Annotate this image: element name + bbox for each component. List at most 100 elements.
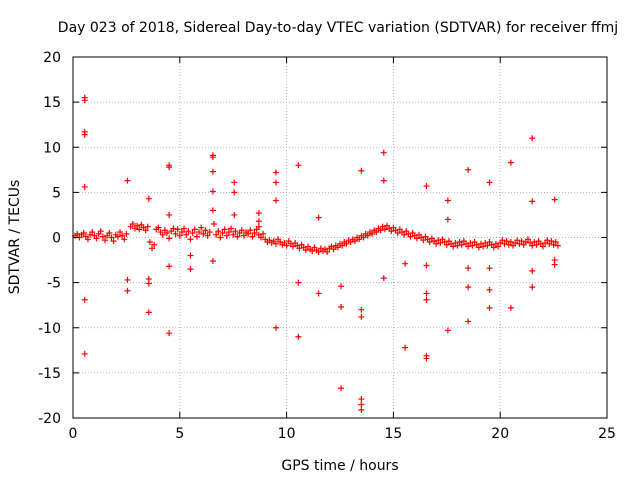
data-point-marker	[465, 318, 472, 325]
data-point-marker	[187, 236, 194, 243]
data-point-marker	[369, 230, 376, 237]
y-tick-label: -15	[38, 366, 61, 382]
data-point-marker	[554, 242, 561, 249]
data-point-marker	[465, 243, 472, 250]
data-point-marker	[450, 243, 457, 250]
data-point-marker	[272, 169, 279, 176]
data-point-marker	[423, 355, 430, 362]
data-point-marker	[238, 227, 245, 234]
data-point-marker	[495, 243, 502, 250]
data-point-marker	[221, 226, 228, 233]
data-point-marker	[217, 234, 224, 241]
data-point-marker	[272, 240, 279, 247]
data-point-marker	[81, 296, 88, 303]
data-point-marker	[231, 189, 238, 196]
x-tick-label: 15	[384, 426, 402, 442]
data-point-marker	[119, 232, 126, 239]
data-point-marker	[529, 267, 536, 274]
data-point-marker	[290, 243, 297, 250]
data-point-marker	[380, 275, 387, 282]
data-point-marker	[295, 333, 302, 340]
data-point-marker	[358, 406, 365, 413]
data-point-marker	[338, 303, 345, 310]
y-tick-label: 15	[43, 95, 61, 111]
data-point-marker	[454, 242, 461, 249]
data-point-marker	[189, 229, 196, 236]
data-point-marker	[529, 242, 536, 249]
data-point-marker	[486, 286, 493, 293]
data-point-marker	[388, 228, 395, 235]
data-point-marker	[202, 227, 209, 234]
data-point-marker	[338, 283, 345, 290]
data-point-marker	[401, 231, 408, 238]
data-point-marker	[102, 237, 109, 244]
data-point-marker	[475, 244, 482, 251]
data-point-marker	[514, 237, 521, 244]
data-point-marker	[444, 327, 451, 334]
data-point-marker	[533, 241, 540, 248]
data-point-marker	[166, 263, 173, 270]
data-point-marker	[225, 229, 232, 236]
data-point-marker	[465, 284, 472, 291]
data-point-marker	[356, 236, 363, 243]
data-point-marker	[503, 238, 510, 245]
data-point-marker	[74, 230, 81, 237]
data-point-marker	[552, 239, 559, 246]
data-point-marker	[209, 188, 216, 195]
data-point-marker	[247, 227, 254, 234]
y-tick-label: -20	[38, 411, 61, 427]
data-point-marker	[413, 235, 420, 242]
data-point-marker	[529, 198, 536, 205]
data-point-marker	[159, 231, 166, 238]
data-point-marker	[93, 235, 100, 242]
data-point-marker	[544, 237, 551, 244]
data-point-marker	[394, 229, 401, 236]
y-tick-label: 0	[52, 231, 61, 247]
data-point-marker	[529, 284, 536, 291]
data-point-marker	[518, 238, 525, 245]
data-point-marker	[295, 279, 302, 286]
data-point-marker	[209, 207, 216, 214]
data-point-marker	[358, 401, 365, 408]
data-point-marker	[251, 229, 258, 236]
data-point-marker	[358, 167, 365, 174]
data-point-marker	[272, 197, 279, 204]
data-point-marker	[330, 246, 337, 253]
x-axis-title: GPS time / hours	[281, 458, 398, 474]
data-point-marker	[343, 240, 350, 247]
data-point-marker	[200, 230, 207, 237]
data-point-marker	[255, 210, 262, 217]
data-point-marker	[209, 154, 216, 161]
data-point-marker	[283, 242, 290, 249]
data-point-marker	[206, 229, 213, 236]
data-point-marker	[144, 223, 151, 230]
data-point-marker	[249, 233, 256, 240]
data-point-marker	[420, 237, 427, 244]
data-point-marker	[351, 238, 358, 245]
data-point-marker	[257, 234, 264, 241]
data-point-marker	[423, 183, 430, 190]
data-point-marker	[548, 238, 555, 245]
data-point-marker	[231, 211, 238, 218]
data-point-marker	[507, 159, 514, 166]
data-point-marker	[272, 324, 279, 331]
x-tick-label: 25	[598, 426, 616, 442]
data-points	[72, 94, 561, 413]
data-point-marker	[97, 228, 104, 235]
data-point-marker	[121, 236, 128, 243]
data-point-marker	[272, 179, 279, 186]
data-point-marker	[129, 220, 136, 227]
data-point-marker	[373, 229, 380, 236]
data-point-marker	[223, 232, 230, 239]
x-tick-label: 20	[491, 426, 509, 442]
data-point-marker	[110, 238, 117, 245]
data-point-marker	[360, 234, 367, 241]
data-point-marker	[465, 166, 472, 173]
data-point-marker	[358, 313, 365, 320]
data-point-marker	[551, 196, 558, 203]
data-point-marker	[539, 243, 546, 250]
data-point-marker	[423, 262, 430, 269]
grid-lines	[73, 57, 607, 418]
data-point-marker	[255, 223, 262, 230]
